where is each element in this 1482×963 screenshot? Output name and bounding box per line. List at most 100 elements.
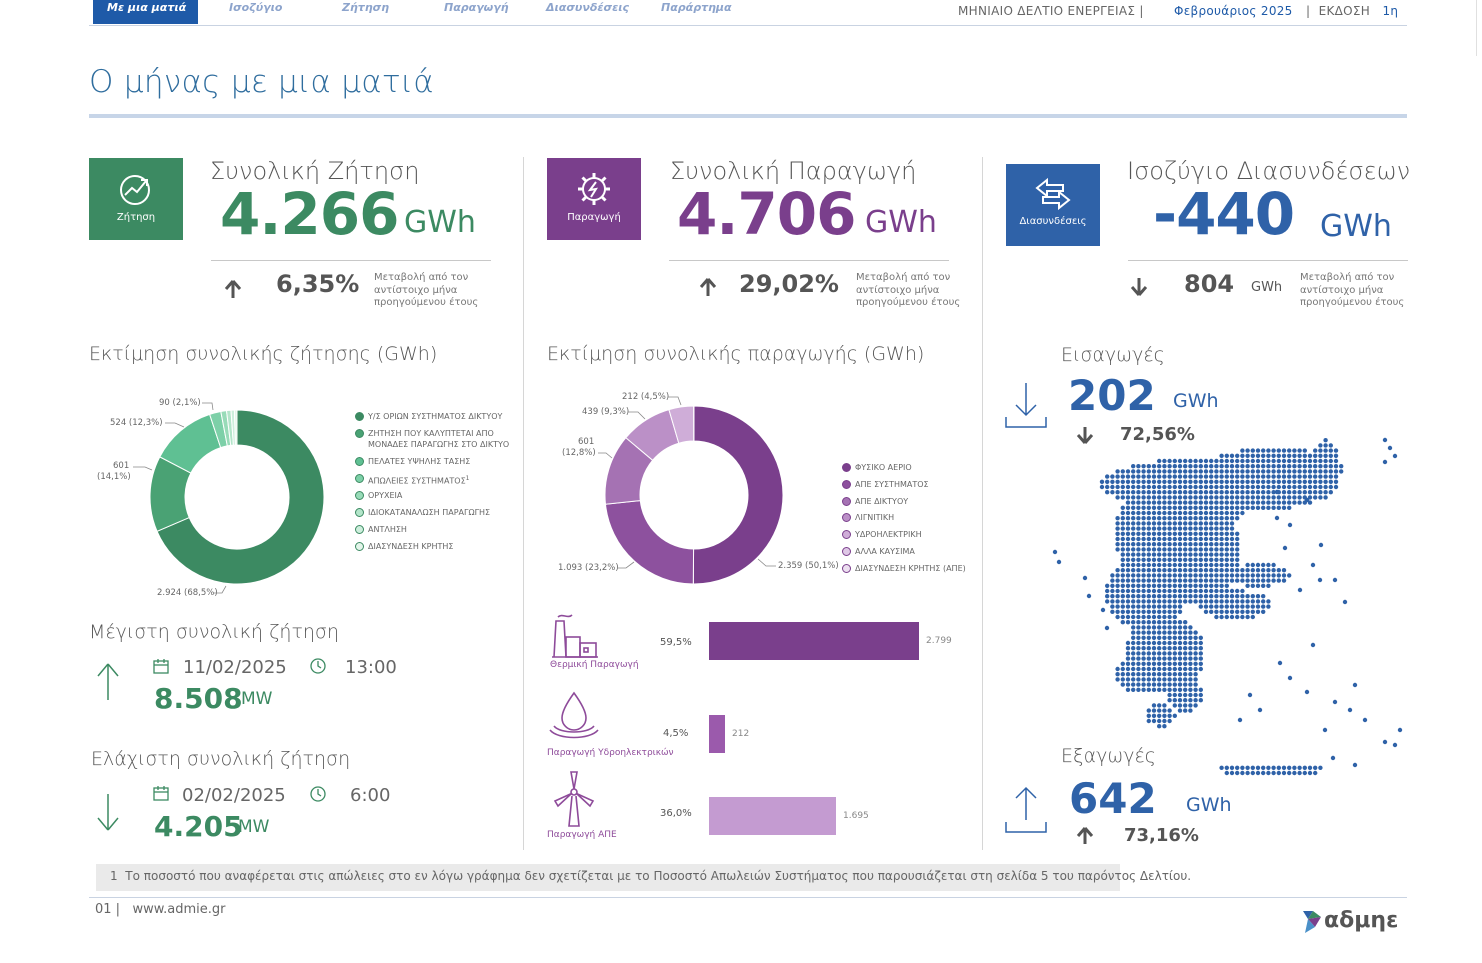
arrow-up-icon: [1076, 827, 1094, 844]
production-title: Συνολική Παραγωγή: [670, 157, 917, 185]
demand-change-note: Μεταβολή από τον αντίστοιχο μήνα προηγού…: [374, 272, 479, 308]
min-demand-value: 4.205: [154, 810, 243, 843]
legend-label: ΔΙΑΣΥΝΔΕΣΗ ΚΡΗΤΗΣ (ΑΠΕ): [855, 563, 966, 573]
footer-page: 01 | www.admie.gr: [95, 902, 226, 917]
bar-value: 212: [732, 729, 750, 739]
min-demand-unit: MW: [238, 817, 270, 837]
footnote: 1 Το ποσοστό που αναφέρεται στις απώλειε…: [96, 864, 1191, 891]
legend-label: ΑΠΕ ΔΙΚΤΥΟΥ: [855, 496, 909, 506]
legend-label: ΙΔΙΟΚΑΤΑΝΑΛΩΣΗ ΠΑΡΑΓΩΓΗΣ: [368, 508, 491, 517]
demand-callout-lines: [133, 402, 227, 594]
callout: (12,8%): [562, 448, 596, 458]
production-value: 4.706: [677, 180, 856, 248]
wind-turbine-icon: [553, 771, 595, 827]
arrow-down-icon: [1130, 278, 1148, 296]
legend-label: ΑΠΩΛΕΙΕΣ ΣΥΣΤΗΜΑΤΟΣ1: [368, 475, 470, 486]
demand-donut-chart: [149, 409, 325, 585]
tab-overview[interactable]: Με μια ματιά: [93, 0, 199, 24]
max-demand-title: Μέγιστη συνολική ζήτηση: [89, 621, 340, 643]
callout: 524 (12,3%): [110, 418, 163, 428]
thermal-label: Θερμική Παραγωγή: [550, 660, 639, 670]
legend-swatch: [842, 547, 851, 556]
demand-unit: GWh: [404, 205, 476, 240]
legend-label: ΛΙΓΝΙΤΙΚΗ: [855, 513, 895, 523]
legend-label: ΑΛΛΑ ΚΑΥΣΙΜΑ: [855, 547, 915, 556]
callout: 90 (2,1%): [159, 398, 201, 408]
imports-title: Εισαγωγές: [1061, 344, 1165, 366]
title-divider: [89, 114, 1407, 118]
callout: 2.359 (50,1%): [778, 561, 839, 571]
interconnections-box-label: Διασυνδέσεις: [1019, 216, 1087, 227]
exports-value: 642: [1069, 774, 1157, 823]
column-divider: [982, 157, 983, 850]
footer-divider: [89, 897, 1407, 898]
footer-website-link[interactable]: www.admie.gr: [132, 902, 226, 917]
legend-label: ΑΠΕ ΣΥΣΤΗΜΑΤΟΣ: [855, 479, 929, 489]
legend-swatch: [842, 530, 851, 540]
page-title: Ο μήνας με μια ματιά: [89, 64, 435, 100]
imports-change: 72,56%: [1120, 424, 1195, 445]
legend-swatch: [842, 479, 851, 489]
interconnections-box: Διασυνδέσεις: [1006, 164, 1100, 246]
upload-arrow-icon: [1005, 786, 1047, 833]
interconnections-rule: [1128, 260, 1408, 261]
report-title: ΜΗΝΙΑΙΟ ΔΕΛΤΙΟ ΕΝΕΡΓΕΙΑΣ |: [958, 4, 1144, 18]
callout: 601: [113, 461, 130, 471]
callout: 439 (9,3%): [582, 407, 630, 417]
bar-percent: 4,5%: [663, 728, 689, 739]
hydro-label: Παραγωγή Υδροηλεκτρικών: [547, 748, 674, 758]
arrow-up-icon: [699, 278, 717, 296]
water-drop-icon: [549, 691, 599, 739]
top-navigation: Με μια ματιά Ισοζύγιο Ζήτηση Παραγωγή Δι…: [89, 0, 1407, 26]
exchange-arrows-icon: [1035, 177, 1071, 211]
production-box: Παραγωγή: [547, 158, 641, 240]
callout: 212 (4,5%): [622, 392, 670, 402]
legend-swatch: [842, 496, 851, 506]
interconnections-change: 804: [1184, 270, 1235, 298]
imports-unit: GWh: [1173, 390, 1219, 412]
interconnections-unit: GWh: [1320, 209, 1392, 244]
interconnections-value: -440: [1153, 180, 1295, 248]
demand-chart-icon: [120, 175, 150, 205]
production-change: 29,02%: [739, 270, 839, 298]
min-demand-time: 6:00: [350, 785, 391, 806]
admie-logo-icon: [1303, 911, 1321, 933]
demand-change: 6,35%: [276, 270, 360, 298]
legend-swatch: [355, 491, 364, 500]
exports-unit: GWh: [1186, 794, 1232, 816]
tab-demand[interactable]: Ζήτηση: [342, 1, 390, 14]
tab-production[interactable]: Παραγωγή: [444, 1, 509, 14]
production-chart-title: Εκτίμηση συνολικής παραγωγής (GWh): [547, 343, 925, 365]
download-arrow-icon: [1005, 383, 1047, 428]
tab-appendix[interactable]: Παράρτημα: [661, 1, 732, 14]
production-gear-icon: [578, 173, 610, 205]
arrow-down-thin-icon: [97, 794, 119, 831]
callout: 1.093 (23,2%): [558, 563, 619, 573]
production-donut-chart: [604, 405, 784, 585]
legend-label: ΔΙΑΣΥΝΔΕΣΗ ΚΡΗΤΗΣ: [368, 542, 454, 551]
production-change-note: Μεταβολή από τον αντίστοιχο μήνα προηγού…: [856, 272, 961, 308]
production-callout-lines: [598, 396, 776, 569]
tab-balance[interactable]: Ισοζύγιο: [229, 1, 283, 14]
exports-title: Εξαγωγές: [1061, 745, 1156, 767]
bar-percent: 36,0%: [660, 808, 692, 819]
legend-label: ΑΝΤΛΗΣΗ: [368, 525, 407, 534]
legend-label: ΖΗΤΗΣΗ ΠΟΥ ΚΑΛΥΠΤΕΤΑΙ ΑΠΟ ΜΟΝΑΔΕΣ ΠΑΡΑΓΩΓ…: [368, 429, 510, 449]
exports-change: 73,16%: [1124, 825, 1199, 846]
legend-swatch: [355, 525, 364, 534]
demand-box: Ζήτηση: [89, 158, 183, 240]
arrow-up-icon: [224, 280, 242, 298]
legend-label: ΟΡΥΧΕΙΑ: [368, 491, 403, 500]
legend-label: ΥΔΡΟΗΛΕΚΤΡΙΚΗ: [855, 530, 922, 540]
clock-icon: [310, 786, 326, 802]
greece-map: [1052, 437, 1403, 776]
donut-slice: [692, 405, 784, 585]
bar-hydro: [709, 715, 725, 753]
max-demand-date: 11/02/2025: [183, 657, 287, 678]
min-demand-date: 02/02/2025: [182, 785, 286, 806]
legend-swatch: [842, 463, 851, 472]
min-demand-title: Ελάχιστη συνολική ζήτηση: [91, 748, 351, 770]
callout: (14,1%): [97, 472, 131, 482]
legend-swatch: [355, 457, 364, 466]
tab-interconnections[interactable]: Διασυνδέσεις: [546, 1, 630, 14]
